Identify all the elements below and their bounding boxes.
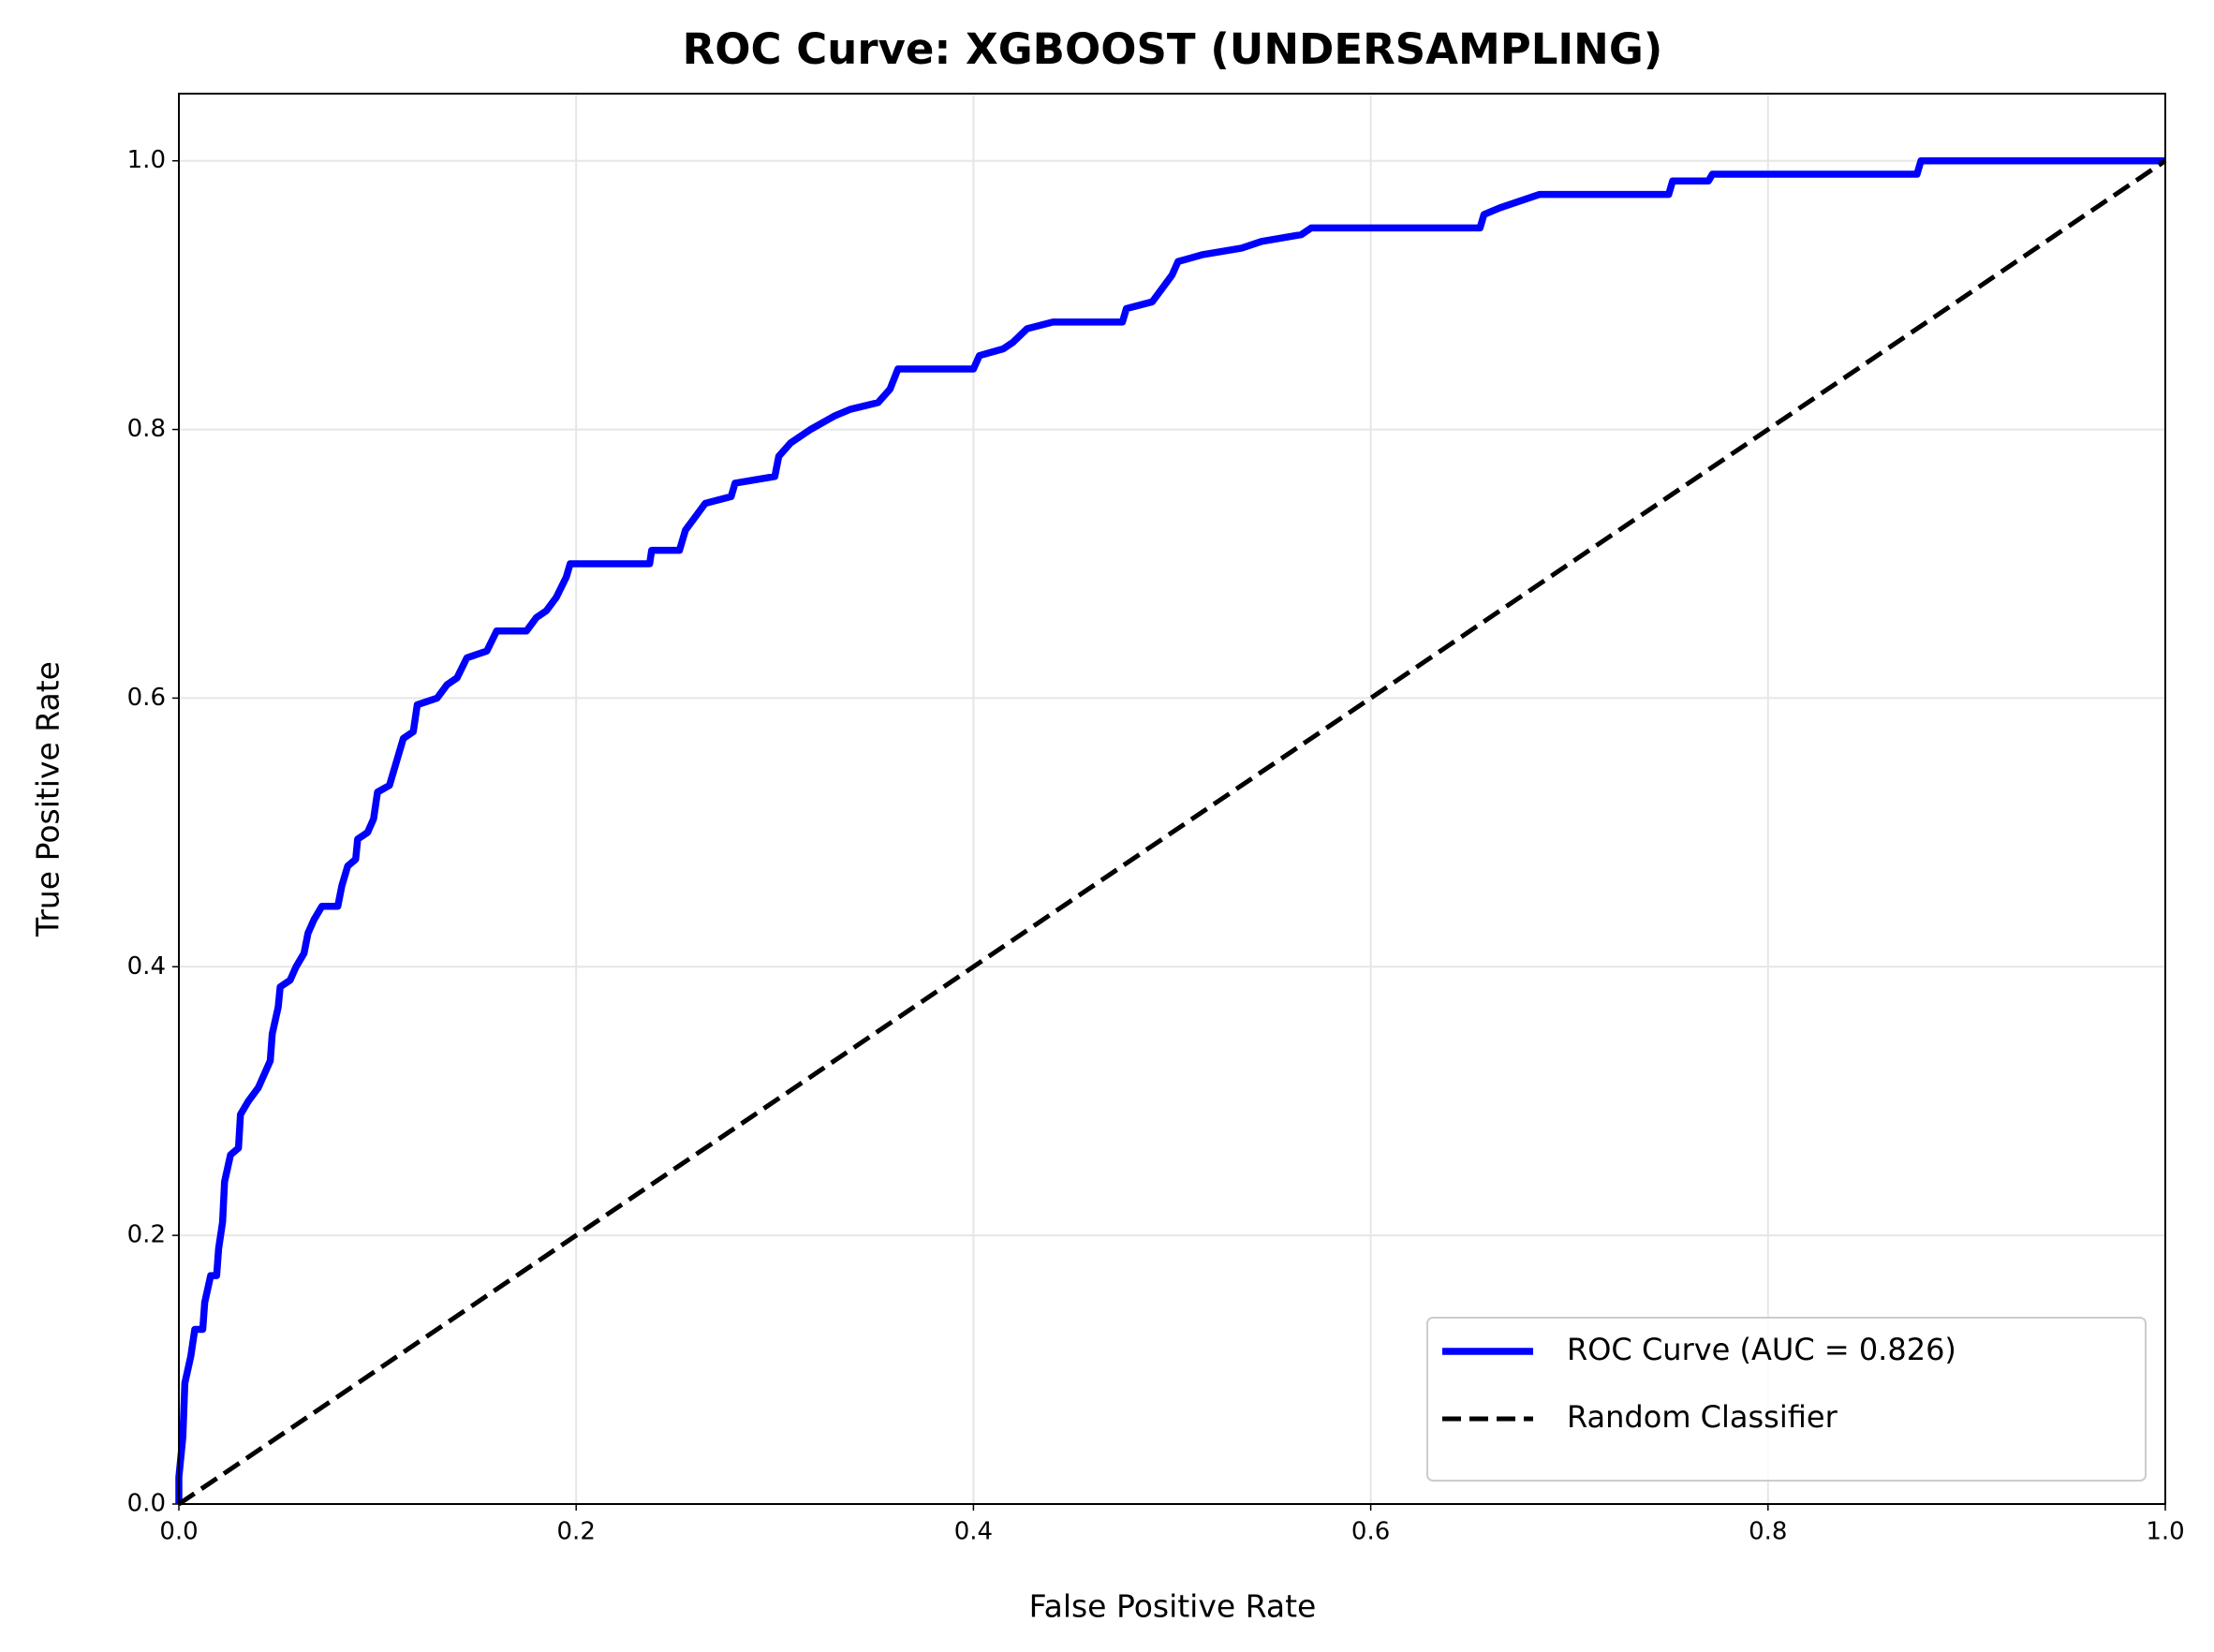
y-tick-label: 0.4	[127, 952, 166, 981]
legend-box	[1426, 1317, 2147, 1482]
y-tick-label: 0.0	[127, 1490, 166, 1518]
chart-title: ROC Curve: XGBOOST (UNDERSAMPLING)	[683, 24, 1663, 74]
x-tick-label: 0.2	[557, 1518, 596, 1546]
x-tick-label: 1.0	[2146, 1518, 2184, 1546]
y-axis-label: True Positive Rate	[30, 661, 66, 937]
legend-label: Random Classifier	[1567, 1399, 1838, 1435]
series-line	[175, 156, 2165, 1504]
legend-label: ROC Curve (AUC = 0.826)	[1567, 1332, 1956, 1367]
x-tick-label: 0.8	[1749, 1518, 1787, 1546]
x-tick-label: 0.4	[954, 1518, 993, 1546]
y-tick-label: 0.6	[127, 684, 166, 712]
x-tick-label: 0.0	[159, 1518, 198, 1546]
series-line	[177, 158, 2167, 1507]
y-tick-label: 0.8	[127, 415, 166, 443]
y-tick-label: 1.0	[127, 146, 166, 174]
x-tick-label: 0.6	[1351, 1518, 1390, 1546]
plot-frame	[178, 93, 2166, 1505]
x-axis-label: False Positive Rate	[1029, 1588, 1317, 1625]
y-tick-label: 0.2	[127, 1221, 166, 1249]
